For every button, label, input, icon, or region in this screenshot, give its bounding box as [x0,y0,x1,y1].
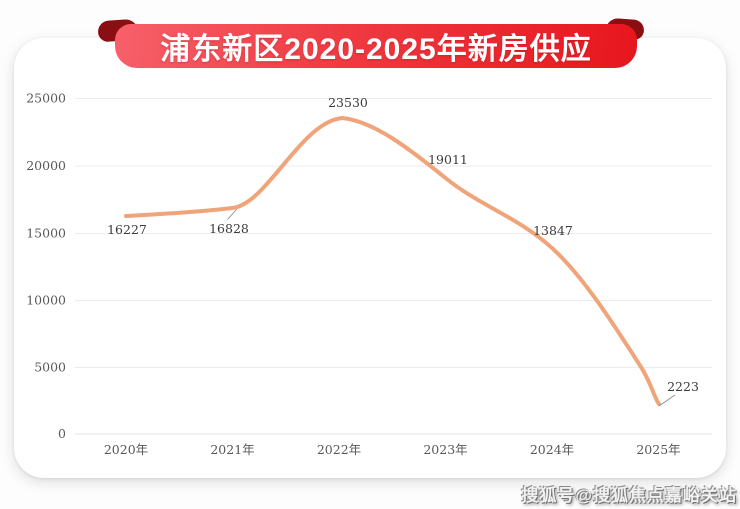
y-tick-10000: 10000 [26,293,66,308]
x-tick-2024: 2024年 [530,442,574,457]
y-tick-0: 0 [58,426,66,441]
chart-title: 浦东新区2020-2025年新房供应 [115,24,637,68]
leader-line-2223 [658,394,676,407]
y-tick-5000: 5000 [34,360,66,375]
data-label-2021: 16828 [209,221,249,236]
y-tick-15000: 15000 [26,226,66,241]
supply-line-series [124,116,661,406]
data-labels: 16227 16828 23530 19011 13847 2223 [107,95,699,394]
watermark-text: 搜狐号@搜狐焦点嘉峪关站 [521,486,737,505]
x-tick-2020: 2020年 [104,442,148,457]
data-label-2020: 16227 [107,222,147,237]
label-leader-lines [227,209,676,407]
x-tick-2025: 2025年 [636,442,680,457]
data-label-2022: 23530 [328,95,368,110]
data-label-2025: 2223 [667,379,699,394]
x-tick-2022: 2022年 [317,442,361,457]
gridlines [75,98,712,435]
y-tick-25000: 25000 [26,91,66,106]
chart-card [14,38,726,478]
y-tick-20000: 20000 [26,158,66,173]
x-axis-labels: 2020年 2021年 2022年 2023年 2024年 2025年 [104,442,681,457]
y-axis-labels: 25000 20000 15000 10000 5000 0 [26,91,66,442]
x-tick-2023: 2023年 [423,442,467,457]
leader-line-16828 [227,209,237,220]
data-label-2023: 19011 [428,152,468,167]
x-tick-2021: 2021年 [210,442,254,457]
title-ribbon: 浦东新区2020-2025年新房供应 [97,17,646,70]
data-label-2024: 13847 [533,223,573,238]
